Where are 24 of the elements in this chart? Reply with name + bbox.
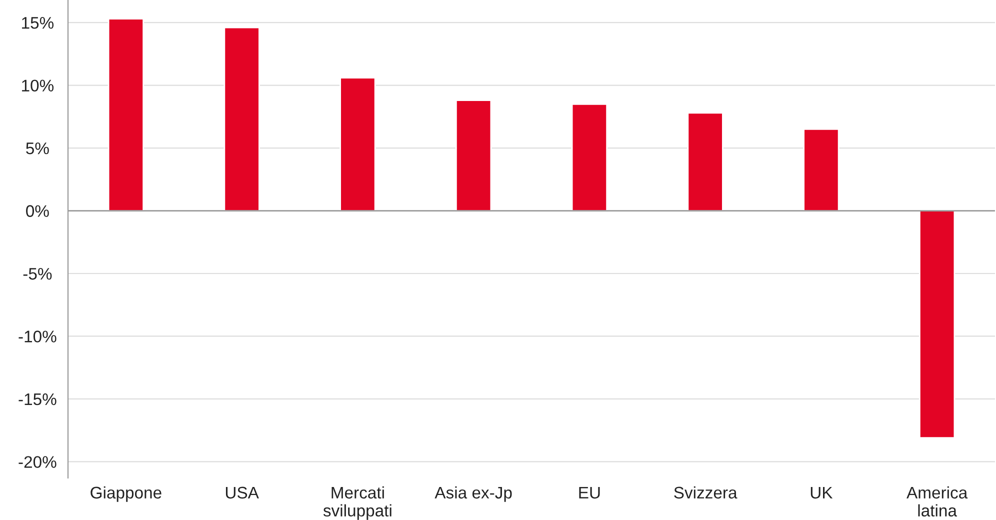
y-tick-label: 0% bbox=[26, 205, 49, 217]
y-tick-label: 15% bbox=[22, 17, 54, 29]
x-tick-label: USA bbox=[226, 486, 259, 499]
x-tick-label: Asia ex-Jp bbox=[434, 486, 512, 502]
bar bbox=[918, 210, 956, 439]
y-tick-label: -10% bbox=[18, 330, 56, 342]
y-tick-label: 10% bbox=[22, 80, 54, 92]
x-tick-label: Giappone bbox=[90, 486, 162, 502]
bar bbox=[803, 128, 840, 212]
bar bbox=[108, 18, 144, 212]
bar bbox=[340, 77, 376, 212]
y-tick-label: -5% bbox=[23, 268, 52, 280]
x-tick-label: Mercati sviluppati bbox=[323, 486, 392, 520]
bar bbox=[687, 112, 724, 212]
bar bbox=[455, 100, 492, 212]
x-tick-label: Svizzera bbox=[674, 486, 738, 499]
y-tick-label: -15% bbox=[18, 393, 56, 406]
x-tick-label: America latina bbox=[906, 486, 968, 517]
x-tick-label: UK bbox=[810, 486, 833, 499]
bar bbox=[571, 103, 608, 212]
y-tick-label: 5% bbox=[26, 142, 49, 154]
bar bbox=[224, 26, 260, 212]
y-tick-label: -20% bbox=[18, 456, 56, 468]
x-tick-label: EU bbox=[579, 486, 600, 499]
